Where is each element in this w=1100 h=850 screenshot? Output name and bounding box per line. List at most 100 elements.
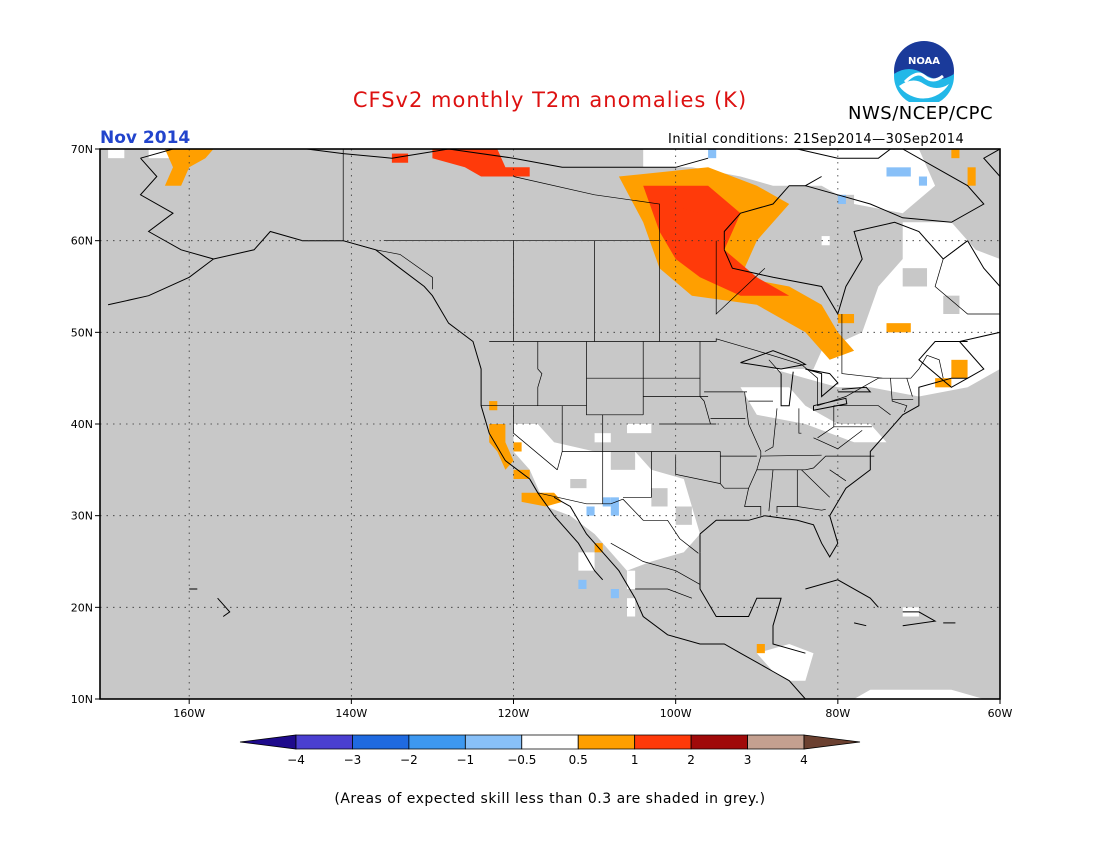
state-border [756,455,875,471]
lon-tick-label: 120W [498,707,530,720]
state-border [635,588,693,599]
gridlines [100,149,1000,699]
anomaly-cell-orange [935,378,952,388]
lat-tick-label: 40N [71,418,93,431]
map-field [108,149,1000,699]
anomaly-cell-blue [586,506,595,516]
anomaly-region-white [740,387,887,443]
coastline [902,611,937,627]
lat-tick-label: 50N [71,326,93,339]
anomaly-cell-blue [602,497,611,507]
lat-tick-label: 10N [71,693,93,706]
alaska-border [343,240,433,290]
coastline [792,149,892,159]
state-border [768,469,774,512]
lon-tick-label: 140W [335,707,367,720]
state-border [719,451,725,489]
anomaly-cell-orange [951,359,968,379]
noaa-logo-text: NOAA [908,56,940,67]
anomaly-cell-orange [513,469,530,479]
anomaly-cell-orange [837,314,855,324]
anomaly-cell-white [627,424,652,434]
anomaly-cell-blue [610,589,619,599]
anomaly-cell-white [627,598,636,617]
anomaly-cell-orange [886,323,911,333]
anomaly-cell-red [464,149,490,154]
state-border [890,378,908,413]
province-border [513,176,660,241]
anomaly-cell-blue [708,149,717,159]
anomaly-cell-orange [951,149,960,159]
state-border [764,408,778,452]
anomaly-cell-red [391,153,409,163]
coastline [918,341,968,388]
state-border [610,542,701,585]
skill-mask-cell [943,295,960,314]
agency-label: NWS/NCEP/CPC [848,103,994,124]
skill-mask-cell [902,268,928,287]
coastline [217,597,231,617]
anomaly-region-white [805,153,919,172]
skill-mask-cell [651,488,668,507]
anomaly-cell-white [108,149,125,159]
initial-conditions: Initial conditions: 21Sep2014—30Sep2014 [668,132,965,147]
province-border [715,240,766,315]
coastline [107,157,215,306]
us-mexico-border [537,492,699,554]
coastline [699,240,1000,558]
anomaly-region-white [756,644,814,681]
state-border [537,341,543,406]
state-border [798,408,802,434]
footnote: (Areas of expected skill less than 0.3 a… [334,791,766,807]
canada-us-border [489,338,944,407]
anomaly-cell-blue [886,167,911,177]
anomaly-region-orange [489,424,514,470]
anomaly-region-white [854,689,984,699]
lat-tick-label: 30N [71,510,93,523]
state-border [776,469,798,513]
coastline [723,221,968,316]
lon-tick-label: 100W [660,707,692,720]
lat-tick-label: 20N [71,601,93,614]
lon-tick-label: 80W [825,707,850,720]
state-border [833,405,891,416]
coastline [983,149,1000,177]
state-border [906,378,913,397]
lake-outline [813,397,848,411]
state-border [760,454,822,457]
anomaly-cell-blue [610,497,619,516]
lon-tick-label: 60W [988,707,1013,720]
coastline [544,149,644,150]
province-border [841,314,883,379]
noaa-logo: NOAA [894,41,954,102]
coastline [805,579,879,608]
state-border [801,469,830,498]
anomaly-cell-white [148,149,173,159]
coastline [699,552,806,654]
state-border [768,359,782,374]
province-border [934,240,1000,315]
political-borders [342,149,1000,599]
anomaly-cell-white [821,236,830,246]
anomaly-region-red [667,204,717,259]
lake-outline [740,350,807,370]
anomaly-cell-white [578,552,595,571]
skill-mask-cell [570,479,587,489]
skill-mask-cell [610,451,636,470]
lat-tick-label: 60N [71,235,93,248]
coastline [213,230,604,581]
lon-tick-label: 160W [173,707,205,720]
anomaly-cell-blue [837,194,846,204]
forecast-month: Nov 2014 [100,128,191,148]
lake-outline [805,368,839,398]
coastline [853,622,867,627]
coastlines [107,149,1000,699]
coastline [805,149,985,223]
lat-tick-label: 70N [71,143,93,156]
skill-mask-cell [675,506,692,525]
state-border [699,341,711,425]
state-border [797,506,826,511]
anomaly-cell-blue [918,176,928,186]
anomaly-region-red [432,149,530,177]
